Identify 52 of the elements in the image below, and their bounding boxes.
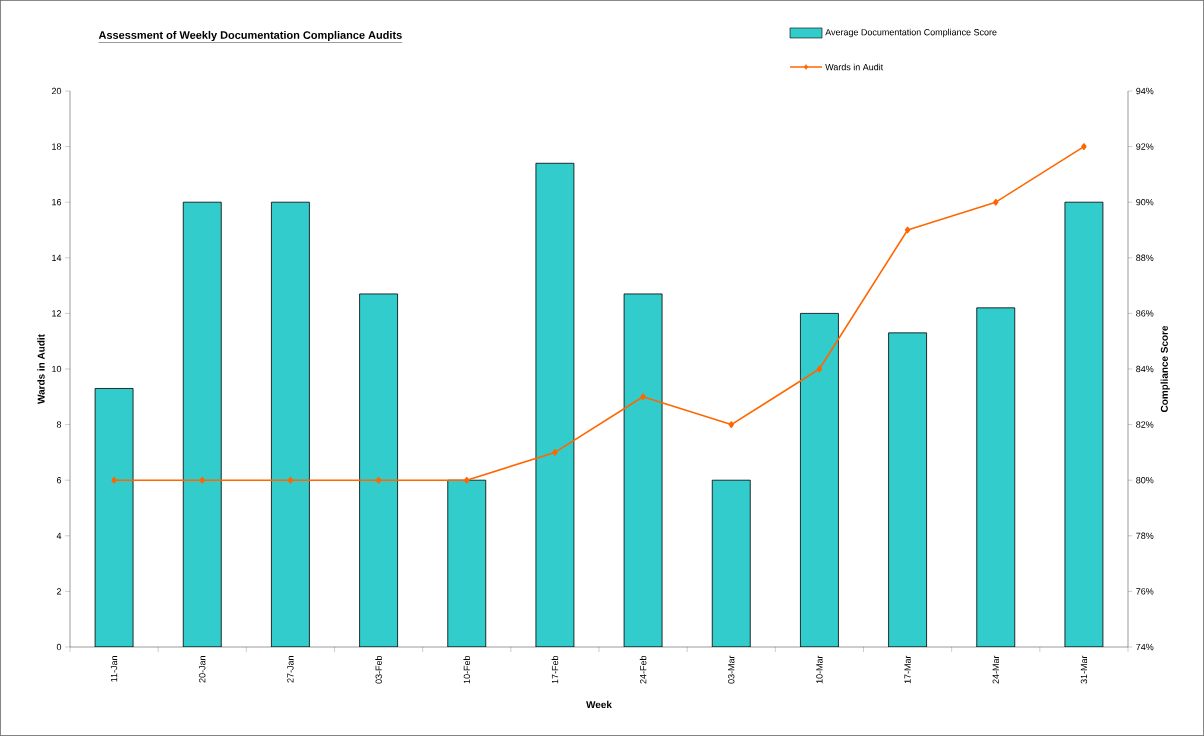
y2-tick-label: 82% [1136, 421, 1154, 428]
legend-label: Average Documentation Compliance Score [825, 28, 997, 38]
y-tick-label: 18 [52, 143, 62, 150]
y-tick-label: 16 [52, 199, 62, 206]
y2-tick-label: 78% [1136, 532, 1154, 539]
y-tick-label: 6 [56, 477, 62, 484]
x-tick-label: 27-Jan [287, 656, 294, 683]
y2-tick-label: 88% [1136, 254, 1154, 261]
y2-tick-label: 74% [1136, 643, 1154, 651]
y-tick-label: 8 [56, 421, 62, 428]
point [993, 198, 999, 206]
legend-label: Wards in Audit [825, 63, 884, 71]
x-tick-label: 03-Feb [375, 655, 382, 684]
y-tick-label: 10 [52, 365, 62, 373]
y2-tick-label: 90% [1136, 199, 1154, 206]
y-tick-label: 12 [52, 310, 62, 317]
y2-tick-label: 76% [1136, 588, 1154, 595]
point [728, 421, 734, 428]
x-tick-label: 24-Mar [992, 655, 999, 684]
y-tick-label: 20 [51, 87, 62, 95]
point [199, 476, 205, 484]
y2-tick-label: 94% [1136, 87, 1154, 95]
y2-tick-label: 86% [1136, 310, 1154, 317]
point [816, 365, 823, 373]
point [640, 393, 646, 401]
x-axis-title: Week [586, 700, 612, 709]
y2-tick-label: 92% [1136, 143, 1154, 150]
x-tick-label: 10-Feb [463, 655, 471, 684]
y-tick-label: 2 [56, 588, 62, 595]
x-tick-label: 31-Mar [1080, 655, 1088, 684]
chart-title: Assessment of Weekly Documentation Compliance Audits [98, 30, 402, 42]
x-tick-label: 20-Jan [199, 656, 206, 683]
point [375, 476, 382, 484]
x-tick-label: 17-Mar [904, 655, 911, 684]
x-tick-label: 10-Mar [816, 655, 823, 684]
y-axis-title: Wards in Audit [37, 334, 45, 404]
point [287, 476, 294, 484]
x-tick-label: 03-Mar [728, 655, 735, 684]
y-tick-label: 14 [52, 254, 62, 261]
y-tick-label: 0 [56, 643, 62, 651]
point [904, 226, 911, 234]
x-tick-label: 24-Feb [639, 655, 647, 684]
x-tick-label: 11-Jan [110, 656, 118, 682]
y2-tick-label: 84% [1136, 365, 1154, 373]
y2-axis-title: Compliance Score [1160, 325, 1170, 413]
x-tick-label: 17-Feb [551, 655, 559, 684]
y-tick-label: 4 [56, 532, 62, 539]
point [552, 449, 558, 456]
point [111, 476, 117, 484]
point [1081, 143, 1087, 150]
y2-tick-label: 80% [1136, 477, 1154, 484]
point [464, 476, 470, 484]
